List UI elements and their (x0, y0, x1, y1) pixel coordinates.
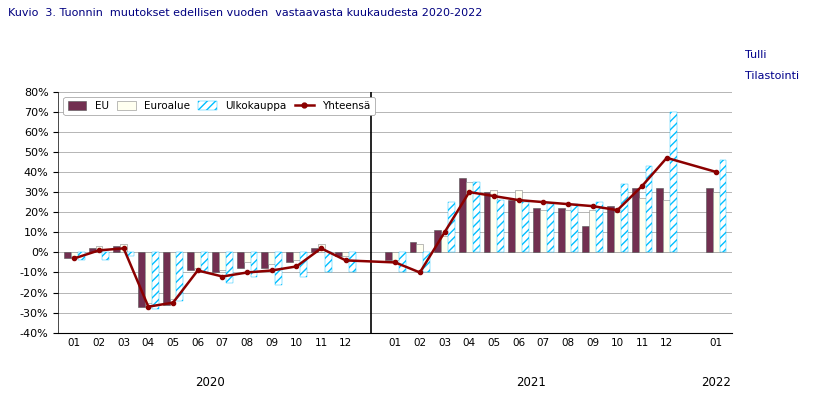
Bar (335, 253, 343, 256)
Bar (286, 253, 293, 262)
Bar (515, 190, 522, 253)
Bar (237, 253, 244, 268)
Bar (614, 212, 621, 253)
Bar (671, 111, 677, 253)
Bar (547, 204, 553, 253)
Bar (565, 210, 572, 253)
Bar (491, 190, 498, 253)
Text: 2021: 2021 (516, 376, 546, 389)
Bar (151, 253, 159, 309)
Bar (96, 246, 102, 253)
Bar (176, 253, 183, 301)
Bar (244, 253, 250, 262)
Bar (219, 253, 225, 270)
Bar (163, 253, 170, 305)
Bar (268, 253, 275, 265)
Bar (706, 188, 713, 253)
Bar (250, 253, 257, 277)
Bar (318, 244, 324, 253)
Legend: EU, Euroalue, Ulkokauppa, Yhteensä: EU, Euroalue, Ulkokauppa, Yhteensä (63, 97, 374, 115)
Bar (621, 184, 627, 253)
Text: Tulli: Tulli (745, 50, 766, 60)
Bar (392, 253, 399, 260)
Bar (533, 208, 540, 253)
Bar (522, 202, 529, 253)
Bar (293, 253, 300, 260)
Bar (441, 236, 448, 253)
Bar (399, 253, 405, 272)
Bar (201, 253, 208, 272)
Bar (483, 192, 491, 253)
Bar (498, 200, 504, 253)
Bar (720, 160, 726, 253)
Text: Tilastointi: Tilastointi (745, 71, 799, 81)
Bar (417, 244, 423, 253)
Bar (212, 253, 219, 272)
Bar (409, 242, 417, 253)
Bar (434, 230, 441, 253)
Bar (646, 166, 652, 253)
Bar (311, 248, 318, 253)
Bar (459, 178, 466, 253)
Bar (639, 198, 646, 253)
Bar (656, 188, 663, 253)
Bar (448, 202, 455, 253)
Bar (423, 253, 430, 272)
Bar (113, 246, 120, 253)
Bar (194, 253, 201, 268)
Bar (473, 182, 479, 253)
Text: Kuvio  3. Tuonnin  muutokset edellisen vuoden  vastaavasta kuukaudesta 2020-2022: Kuvio 3. Tuonnin muutokset edellisen vuo… (8, 8, 483, 18)
Bar (466, 182, 473, 253)
Bar (582, 226, 589, 253)
Bar (349, 253, 356, 272)
Bar (540, 210, 547, 253)
Bar (557, 208, 565, 253)
Bar (589, 210, 597, 253)
Bar (187, 253, 194, 270)
Bar (120, 244, 127, 253)
Bar (138, 253, 145, 307)
Text: 2020: 2020 (196, 376, 225, 389)
Bar (64, 253, 71, 258)
Bar (145, 253, 151, 303)
Bar (508, 200, 515, 253)
Bar (170, 253, 176, 299)
Bar (713, 192, 720, 253)
Bar (261, 253, 268, 268)
Bar (572, 204, 578, 253)
Bar (385, 253, 392, 260)
Bar (77, 253, 85, 260)
Bar (275, 253, 282, 285)
Bar (102, 253, 109, 260)
Bar (597, 202, 603, 253)
Bar (607, 206, 614, 253)
Bar (663, 200, 671, 253)
Bar (71, 253, 77, 256)
Bar (324, 253, 331, 272)
Bar (343, 253, 349, 256)
Bar (127, 253, 134, 256)
Bar (631, 188, 639, 253)
Bar (88, 248, 96, 253)
Bar (225, 253, 233, 282)
Text: 2022: 2022 (701, 376, 731, 389)
Bar (300, 253, 307, 277)
